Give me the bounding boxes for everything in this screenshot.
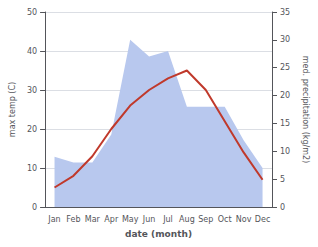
- svg-text:20: 20: [27, 125, 37, 134]
- svg-text:25: 25: [280, 63, 290, 72]
- svg-text:10: 10: [280, 147, 290, 156]
- svg-text:Apr: Apr: [104, 215, 119, 224]
- svg-text:Jun: Jun: [142, 215, 156, 224]
- svg-text:max temp (C): max temp (C): [8, 82, 17, 137]
- svg-text:0: 0: [280, 203, 285, 212]
- svg-text:40: 40: [27, 47, 37, 56]
- svg-text:Oct: Oct: [218, 215, 232, 224]
- svg-text:5: 5: [280, 175, 285, 184]
- svg-text:Feb: Feb: [66, 215, 80, 224]
- svg-text:Nov: Nov: [236, 215, 252, 224]
- svg-text:20: 20: [280, 91, 290, 100]
- svg-text:0: 0: [32, 203, 37, 212]
- svg-text:30: 30: [280, 35, 290, 44]
- svg-text:Dec: Dec: [255, 215, 270, 224]
- svg-text:med. precipitation (kg/m2): med. precipitation (kg/m2): [301, 56, 310, 163]
- svg-text:30: 30: [27, 86, 37, 95]
- svg-text:Jan: Jan: [47, 215, 60, 224]
- svg-text:Aug: Aug: [179, 215, 195, 224]
- svg-text:Jul: Jul: [162, 215, 173, 224]
- svg-text:35: 35: [280, 8, 290, 17]
- svg-text:Mar: Mar: [85, 215, 101, 224]
- svg-text:date (month): date (month): [125, 229, 192, 239]
- svg-text:10: 10: [27, 164, 37, 173]
- svg-text:May: May: [122, 215, 139, 224]
- svg-text:Sep: Sep: [198, 215, 213, 224]
- svg-text:50: 50: [27, 8, 37, 17]
- svg-text:15: 15: [280, 119, 290, 128]
